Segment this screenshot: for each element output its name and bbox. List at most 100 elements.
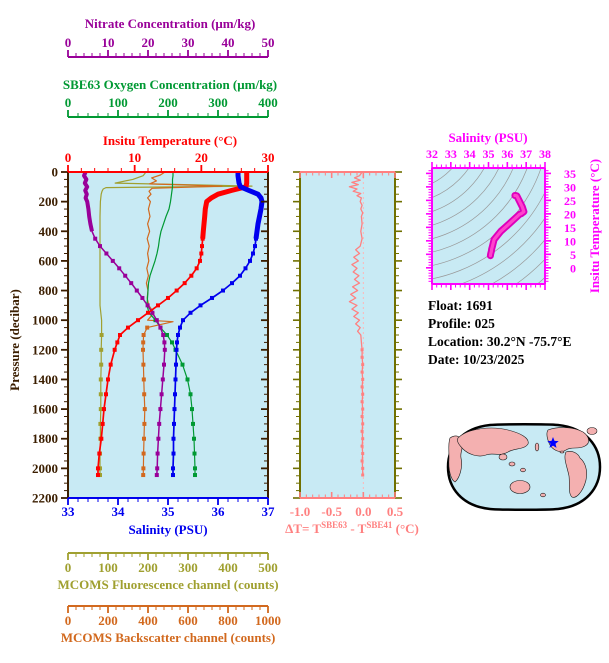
- svg-text:100: 100: [108, 95, 128, 110]
- delta-t-label-part: - T: [347, 521, 367, 536]
- svg-text:200: 200: [39, 194, 59, 209]
- svg-text:0: 0: [52, 165, 59, 180]
- svg-text:200: 200: [138, 560, 158, 575]
- series-backscatter: [142, 171, 223, 476]
- svg-text:100: 100: [98, 560, 118, 575]
- svg-text:1800: 1800: [32, 431, 58, 446]
- map-land-cuba: [559, 450, 565, 454]
- ts-curve: [488, 193, 526, 258]
- svg-text:1600: 1600: [32, 402, 58, 417]
- map-land-japan: [534, 442, 540, 452]
- svg-text:36: 36: [501, 147, 513, 161]
- svg-text:50: 50: [262, 35, 275, 50]
- float-info-line: Float: 1691: [428, 298, 493, 313]
- svg-text:2000: 2000: [32, 461, 58, 476]
- map-continents: [448, 427, 598, 498]
- svg-text:1400: 1400: [32, 372, 58, 387]
- svg-text:35: 35: [483, 147, 495, 161]
- labels-layer: Nitrate Concentration (μm/kg) SBE63 Oxyg…: [7, 16, 602, 645]
- svg-text:20: 20: [564, 207, 576, 221]
- svg-text:30: 30: [262, 150, 275, 165]
- svg-text:2200: 2200: [32, 491, 58, 506]
- svg-text:20: 20: [195, 150, 208, 165]
- map-land-asia: [457, 427, 529, 457]
- float-info: Float: 1691 Profile: 025 Location: 30.2°…: [428, 298, 572, 367]
- svg-text:0.5: 0.5: [387, 504, 404, 519]
- map-land-indonesia: [508, 461, 516, 467]
- svg-text:37: 37: [520, 147, 532, 161]
- svg-text:25: 25: [564, 194, 576, 208]
- svg-text:1000: 1000: [32, 313, 58, 328]
- charts-layer: 0200400600800100012001400160018002000220…: [32, 35, 576, 628]
- ts-salinity-title: Salinity (PSU): [448, 130, 527, 145]
- world-map: [446, 423, 602, 511]
- svg-text:800: 800: [39, 283, 59, 298]
- fluorescence-axis-title: MCOMS Fluorescence channel (counts): [57, 577, 278, 592]
- svg-text:0: 0: [65, 560, 72, 575]
- delta-t-sup-sbe63: SBE63: [321, 520, 348, 530]
- svg-text:500: 500: [258, 560, 278, 575]
- map-land-new-zealand: [540, 492, 546, 498]
- delta-t-plot-area: [300, 172, 395, 498]
- svg-text:0: 0: [570, 261, 576, 275]
- svg-text:1200: 1200: [32, 342, 58, 357]
- svg-text:0.0: 0.0: [355, 504, 371, 519]
- svg-text:37: 37: [262, 504, 276, 519]
- ts-plot-area: [432, 168, 545, 284]
- float-location-star: [547, 437, 559, 448]
- svg-text:15: 15: [564, 221, 576, 235]
- pressure-axis-title: Pressure (decibar): [7, 289, 22, 391]
- delta-t-label-part: (°C): [392, 521, 419, 536]
- series-oxygen: [146, 172, 196, 475]
- temperature-axis-title: Insitu Temperature (°C): [103, 133, 237, 148]
- svg-text:0: 0: [65, 150, 72, 165]
- svg-text:10: 10: [102, 35, 115, 50]
- map-land-india: [498, 453, 508, 461]
- svg-text:34: 34: [464, 147, 476, 161]
- svg-text:600: 600: [39, 253, 59, 268]
- delta-t-axis-title: ΔT= TSBE63 - TSBE41 (°C): [285, 520, 419, 536]
- svg-text:400: 400: [138, 613, 158, 628]
- delta-t-label-part: ΔT= T: [285, 521, 321, 536]
- ts-temperature-title: Insitu Temperature (°C): [587, 159, 602, 293]
- svg-text:300: 300: [208, 95, 228, 110]
- series-salinity-thick: [235, 172, 265, 240]
- svg-text:30: 30: [182, 35, 195, 50]
- svg-text:40: 40: [222, 35, 235, 50]
- svg-text:0: 0: [65, 35, 72, 50]
- svg-text:800: 800: [218, 613, 238, 628]
- delta-t-sup-sbe41: SBE41: [366, 520, 393, 530]
- svg-text:32: 32: [426, 147, 438, 161]
- series-temperature-thick: [200, 172, 250, 239]
- svg-text:600: 600: [178, 613, 198, 628]
- svg-text:0: 0: [65, 95, 72, 110]
- svg-text:1000: 1000: [255, 613, 281, 628]
- series-fluorescence: [99, 171, 253, 475]
- map-land-australia: [509, 480, 531, 494]
- float-info-line: Date: 10/23/2025: [428, 352, 525, 367]
- svg-text:400: 400: [218, 560, 238, 575]
- float-info-line: Location: 30.2°N -75.7°E: [428, 334, 572, 349]
- svg-text:5: 5: [570, 248, 576, 262]
- salinity-axis-title: Salinity (PSU): [128, 522, 207, 537]
- svg-text:200: 200: [98, 613, 118, 628]
- svg-text:36: 36: [212, 504, 226, 519]
- map-land-greenland: [586, 427, 598, 435]
- oxygen-axis-title: SBE63 Oxygen Concentration (μm/kg): [63, 77, 277, 92]
- svg-text:300: 300: [178, 560, 198, 575]
- series-nitrate-thick: [82, 171, 94, 232]
- nitrate-axis-title: Nitrate Concentration (μm/kg): [85, 16, 256, 31]
- map-land-png: [520, 467, 526, 473]
- svg-text:20: 20: [142, 35, 155, 50]
- svg-text:-0.5: -0.5: [321, 504, 342, 519]
- map-land-south-america: [564, 451, 587, 498]
- svg-text:30: 30: [564, 180, 576, 194]
- svg-text:400: 400: [258, 95, 278, 110]
- svg-text:0: 0: [65, 613, 72, 628]
- svg-text:200: 200: [158, 95, 178, 110]
- svg-text:-1.0: -1.0: [290, 504, 311, 519]
- svg-text:400: 400: [39, 224, 59, 239]
- backscatter-axis-title: MCOMS Backscatter channel (counts): [61, 630, 276, 645]
